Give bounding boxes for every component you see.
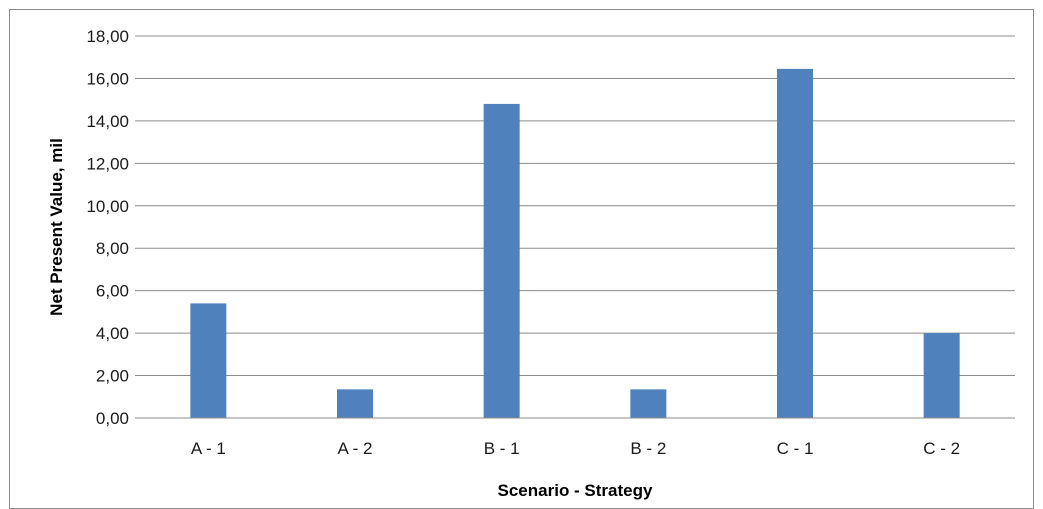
x-tick-label: A - 1 (191, 439, 226, 458)
bar (777, 68, 813, 419)
y-tick-label: 18,00 (86, 27, 129, 46)
x-tick-label: C - 1 (777, 439, 814, 458)
y-tick-label: 12,00 (86, 154, 129, 173)
bar (337, 389, 373, 418)
gridlines (135, 35, 1015, 377)
y-axis-ticks: 0,00 2,00 4,00 6,00 8,00 10,00 12,00 14,00 16,00… (86, 27, 129, 428)
bar (483, 103, 520, 419)
chart-frame (9, 9, 1034, 509)
y-tick-label: 0,00 (96, 409, 129, 428)
x-axis-ticks: A - 1 A - 2 B - 1 B - 2 C - 1 C - 2 (191, 439, 960, 458)
bar (630, 389, 667, 418)
x-tick-label: A - 2 (338, 439, 373, 458)
bar (923, 333, 960, 418)
x-tick-label: B - 1 (484, 439, 520, 458)
y-tick-label: 10,00 (86, 197, 129, 216)
y-tick-label: 2,00 (96, 367, 129, 386)
y-tick-label: 6,00 (96, 282, 129, 301)
y-tick-label: 14,00 (86, 112, 129, 131)
y-tick-label: 4,00 (96, 324, 129, 343)
x-tick-label: B - 2 (630, 439, 666, 458)
y-tick-label: 8,00 (96, 239, 129, 258)
y-axis-title: Net Present Value, mil (47, 138, 66, 316)
y-tick-label: 16,00 (86, 69, 129, 88)
bars (190, 68, 960, 419)
bar (190, 303, 227, 418)
x-axis-title: Scenario - Strategy (498, 481, 653, 500)
x-tick-label: C - 2 (923, 439, 960, 458)
